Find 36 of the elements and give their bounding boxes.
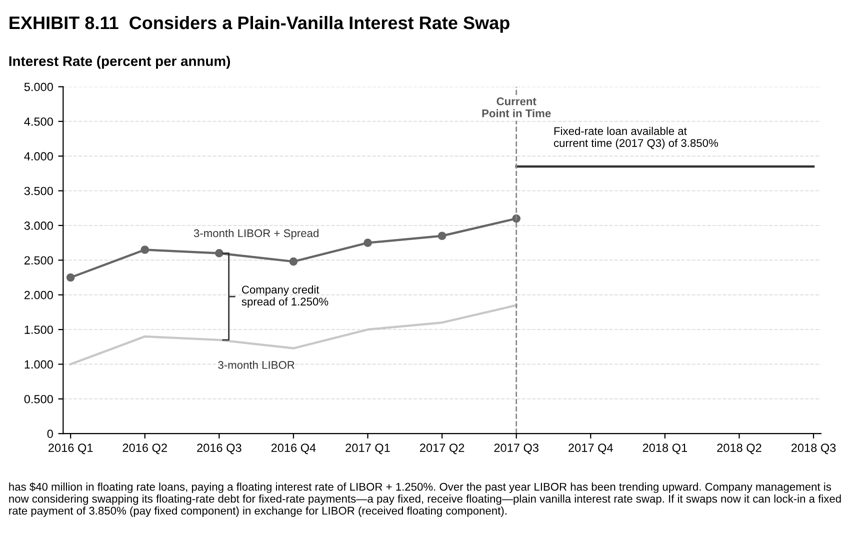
annotation: Company credit spread of 1.250% — [242, 285, 328, 308]
x-tick-label: 2016 Q3 — [197, 444, 242, 454]
y-tick-label: 1.000 — [24, 360, 53, 369]
y-tick-label: 2.000 — [24, 290, 53, 300]
y-tick-label: 2.500 — [24, 256, 53, 265]
point — [289, 257, 298, 266]
y-tick-label: 4.500 — [24, 117, 53, 126]
point — [215, 249, 224, 258]
y-tick-label: 4.000 — [24, 152, 53, 160]
y-tick-label: 0 — [47, 430, 53, 438]
y-tick-label: 3.500 — [24, 186, 53, 196]
x-tick-label: 2016 Q1 — [48, 444, 93, 454]
point — [66, 273, 75, 282]
series-label: 3-month LIBOR + Spread — [194, 228, 318, 240]
text: has $40 million in floating rate loans, paying a floating interest rate of LIBOR + 1.250%. Over the past year LIBOR has been trending upward. Company management is now considering swapping its floating-rate debt for fixed-rate payments—a pay fixed, receive floating—plain vanilla interest rate swap. If it swaps now it can lock-in a fixed rate payment of 3.850% (pay fixed component) in exchange for LIBOR (received floating component). — [9, 482, 841, 517]
ref-line-label: Current Point in Time — [482, 97, 551, 118]
x-tick-label: 2017 Q3 — [494, 444, 538, 454]
x-tick-label: 2018 Q1 — [642, 444, 688, 454]
y-tick-label: 3.000 — [24, 222, 53, 230]
x-tick-label: 2017 Q2 — [420, 444, 464, 454]
annotation: Fixed-rate loan available at current time (2017 Q3) of 3.850% — [554, 126, 718, 150]
x-tick-label: 2018 Q2 — [717, 444, 762, 454]
y-axis-title: Interest Rate (percent per annum) — [9, 56, 230, 69]
point — [140, 246, 150, 254]
x-tick-label: 2017 Q4 — [568, 444, 613, 454]
chart-title: EXHIBIT 8.11 Considers a Plain-Vanilla Interest Rate Swap — [10, 16, 510, 33]
y-tick-label: 5.000 — [24, 82, 53, 92]
x-tick-label: 2016 Q2 — [122, 444, 167, 454]
y-tick-label: 1.500 — [24, 326, 53, 334]
point — [364, 238, 372, 247]
y-tick-label: 0.500 — [24, 394, 53, 404]
point — [438, 232, 446, 240]
x-tick-label: 2017 Q1 — [346, 444, 390, 454]
x-tick-label: 2018 Q3 — [791, 444, 836, 454]
series-label: 3-month LIBOR — [218, 360, 294, 369]
x-tick-label: 2016 Q4 — [271, 444, 316, 454]
